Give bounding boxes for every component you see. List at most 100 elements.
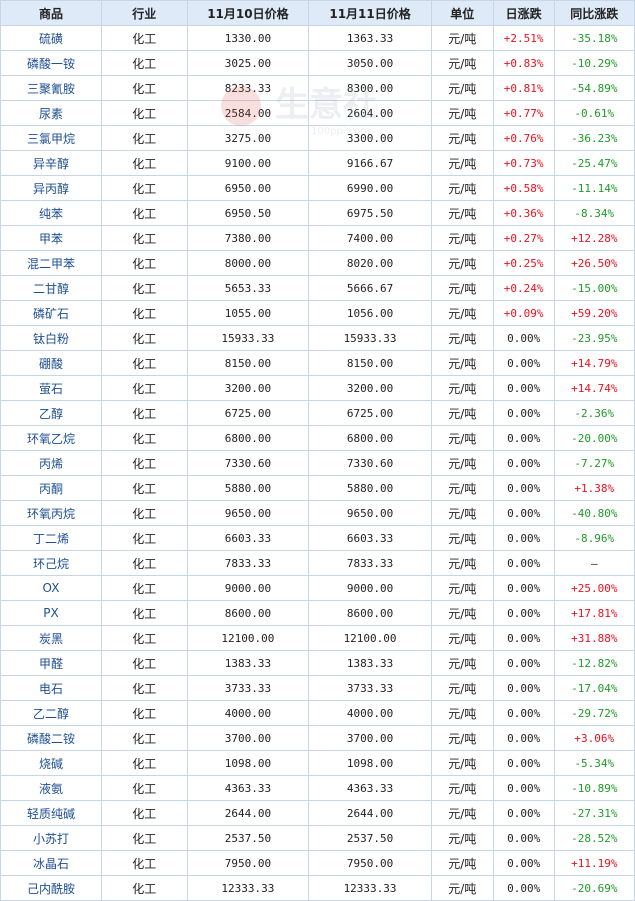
- commodity-name[interactable]: 磷矿石: [0, 300, 103, 326]
- commodity-name[interactable]: 液氨: [0, 775, 103, 801]
- daily-change-cell: +0.81%: [492, 75, 555, 101]
- price-nov10-cell: 4000.00: [186, 700, 310, 726]
- header-commodity[interactable]: 商品: [0, 0, 103, 26]
- header-price-nov10[interactable]: 11月10日价格: [186, 0, 310, 26]
- commodity-name[interactable]: 乙二醇: [0, 700, 103, 726]
- commodity-name[interactable]: 二甘醇: [0, 275, 103, 301]
- commodity-name[interactable]: 纯苯: [0, 200, 103, 226]
- table-header-row: 商品 行业 11月10日价格 11月11日价格 单位 日涨跌 同比涨跌: [0, 0, 635, 26]
- price-nov10-cell: 12333.33: [186, 875, 310, 901]
- unit-cell: 元/吨: [430, 775, 494, 801]
- commodity-name[interactable]: 轻质纯碱: [0, 800, 103, 826]
- industry-cell: 化工: [101, 575, 188, 601]
- table-row: OX 化工 9000.00 9000.00 元/吨 0.00% +25.00%: [0, 575, 635, 601]
- commodity-name[interactable]: OX: [0, 575, 103, 601]
- commodity-name[interactable]: 尿素: [0, 100, 103, 126]
- yoy-change-cell: -27.31%: [553, 800, 635, 826]
- price-nov10-cell: 3025.00: [186, 50, 310, 76]
- commodity-name[interactable]: 混二甲苯: [0, 250, 103, 276]
- yoy-change-cell: -35.18%: [553, 25, 635, 51]
- commodity-name[interactable]: 磷酸一铵: [0, 50, 103, 76]
- commodity-name[interactable]: 丙酮: [0, 475, 103, 501]
- commodity-name[interactable]: 萤石: [0, 375, 103, 401]
- daily-change-cell: 0.00%: [492, 425, 555, 451]
- price-nov10-cell: 3200.00: [186, 375, 310, 401]
- industry-cell: 化工: [101, 25, 188, 51]
- table-row: 尿素 化工 2584.00 2604.00 元/吨 +0.77% -0.61%: [0, 100, 635, 126]
- price-nov10-cell: 7330.60: [186, 450, 310, 476]
- price-nov11-cell: 6800.00: [308, 425, 432, 451]
- price-nov11-cell: 7330.60: [308, 450, 432, 476]
- header-yoy-change[interactable]: 同比涨跌: [553, 0, 635, 26]
- price-nov11-cell: 8600.00: [308, 600, 432, 626]
- commodity-name[interactable]: PX: [0, 600, 103, 626]
- commodity-name[interactable]: 炭黑: [0, 625, 103, 651]
- table-row: 丙烯 化工 7330.60 7330.60 元/吨 0.00% -7.27%: [0, 450, 635, 476]
- yoy-change-cell: +31.88%: [553, 625, 635, 651]
- commodity-name[interactable]: 环己烷: [0, 550, 103, 576]
- price-nov10-cell: 7833.33: [186, 550, 310, 576]
- commodity-name[interactable]: 环氧乙烷: [0, 425, 103, 451]
- yoy-change-cell: -54.89%: [553, 75, 635, 101]
- unit-cell: 元/吨: [430, 425, 494, 451]
- commodity-name[interactable]: 丙烯: [0, 450, 103, 476]
- daily-change-cell: 0.00%: [492, 675, 555, 701]
- commodity-name[interactable]: 异丙醇: [0, 175, 103, 201]
- commodity-name[interactable]: 磷酸二铵: [0, 725, 103, 751]
- commodity-name[interactable]: 硼酸: [0, 350, 103, 376]
- industry-cell: 化工: [101, 850, 188, 876]
- daily-change-cell: 0.00%: [492, 775, 555, 801]
- table-row: PX 化工 8600.00 8600.00 元/吨 0.00% +17.81%: [0, 600, 635, 626]
- commodity-name[interactable]: 钛白粉: [0, 325, 103, 351]
- price-nov11-cell: 1098.00: [308, 750, 432, 776]
- header-unit[interactable]: 单位: [430, 0, 494, 26]
- commodity-name[interactable]: 冰晶石: [0, 850, 103, 876]
- yoy-change-cell: +59.20%: [553, 300, 635, 326]
- daily-change-cell: +0.77%: [492, 100, 555, 126]
- price-nov11-cell: 6603.33: [308, 525, 432, 551]
- commodity-name[interactable]: 硫磺: [0, 25, 103, 51]
- price-nov10-cell: 12100.00: [186, 625, 310, 651]
- commodity-name[interactable]: 烧碱: [0, 750, 103, 776]
- commodity-name[interactable]: 乙醇: [0, 400, 103, 426]
- industry-cell: 化工: [101, 550, 188, 576]
- commodity-name[interactable]: 环氧丙烷: [0, 500, 103, 526]
- daily-change-cell: +0.83%: [492, 50, 555, 76]
- daily-change-cell: 0.00%: [492, 875, 555, 901]
- daily-change-cell: 0.00%: [492, 650, 555, 676]
- industry-cell: 化工: [101, 75, 188, 101]
- commodity-name[interactable]: 电石: [0, 675, 103, 701]
- industry-cell: 化工: [101, 400, 188, 426]
- price-nov10-cell: 6603.33: [186, 525, 310, 551]
- price-nov11-cell: 2604.00: [308, 100, 432, 126]
- industry-cell: 化工: [101, 100, 188, 126]
- header-daily-change[interactable]: 日涨跌: [492, 0, 555, 26]
- price-nov10-cell: 9650.00: [186, 500, 310, 526]
- commodity-name[interactable]: 己内酰胺: [0, 875, 103, 901]
- price-nov11-cell: 6975.50: [308, 200, 432, 226]
- header-price-nov11[interactable]: 11月11日价格: [308, 0, 432, 26]
- price-nov11-cell: 8150.00: [308, 350, 432, 376]
- yoy-change-cell: -40.80%: [553, 500, 635, 526]
- yoy-change-cell: -15.00%: [553, 275, 635, 301]
- industry-cell: 化工: [101, 200, 188, 226]
- commodity-name[interactable]: 三氯甲烷: [0, 125, 103, 151]
- price-nov10-cell: 8150.00: [186, 350, 310, 376]
- commodity-name[interactable]: 小苏打: [0, 825, 103, 851]
- commodity-name[interactable]: 甲醛: [0, 650, 103, 676]
- unit-cell: 元/吨: [430, 125, 494, 151]
- commodity-name[interactable]: 丁二烯: [0, 525, 103, 551]
- industry-cell: 化工: [101, 525, 188, 551]
- commodity-name[interactable]: 异辛醇: [0, 150, 103, 176]
- price-nov11-cell: 6725.00: [308, 400, 432, 426]
- commodity-name[interactable]: 三聚氰胺: [0, 75, 103, 101]
- daily-change-cell: 0.00%: [492, 500, 555, 526]
- commodity-name[interactable]: 甲苯: [0, 225, 103, 251]
- header-industry[interactable]: 行业: [101, 0, 188, 26]
- price-nov11-cell: 12100.00: [308, 625, 432, 651]
- table-row: 乙醇 化工 6725.00 6725.00 元/吨 0.00% -2.36%: [0, 400, 635, 426]
- price-nov10-cell: 7380.00: [186, 225, 310, 251]
- yoy-change-cell: +3.06%: [553, 725, 635, 751]
- yoy-change-cell: -29.72%: [553, 700, 635, 726]
- price-nov11-cell: 7950.00: [308, 850, 432, 876]
